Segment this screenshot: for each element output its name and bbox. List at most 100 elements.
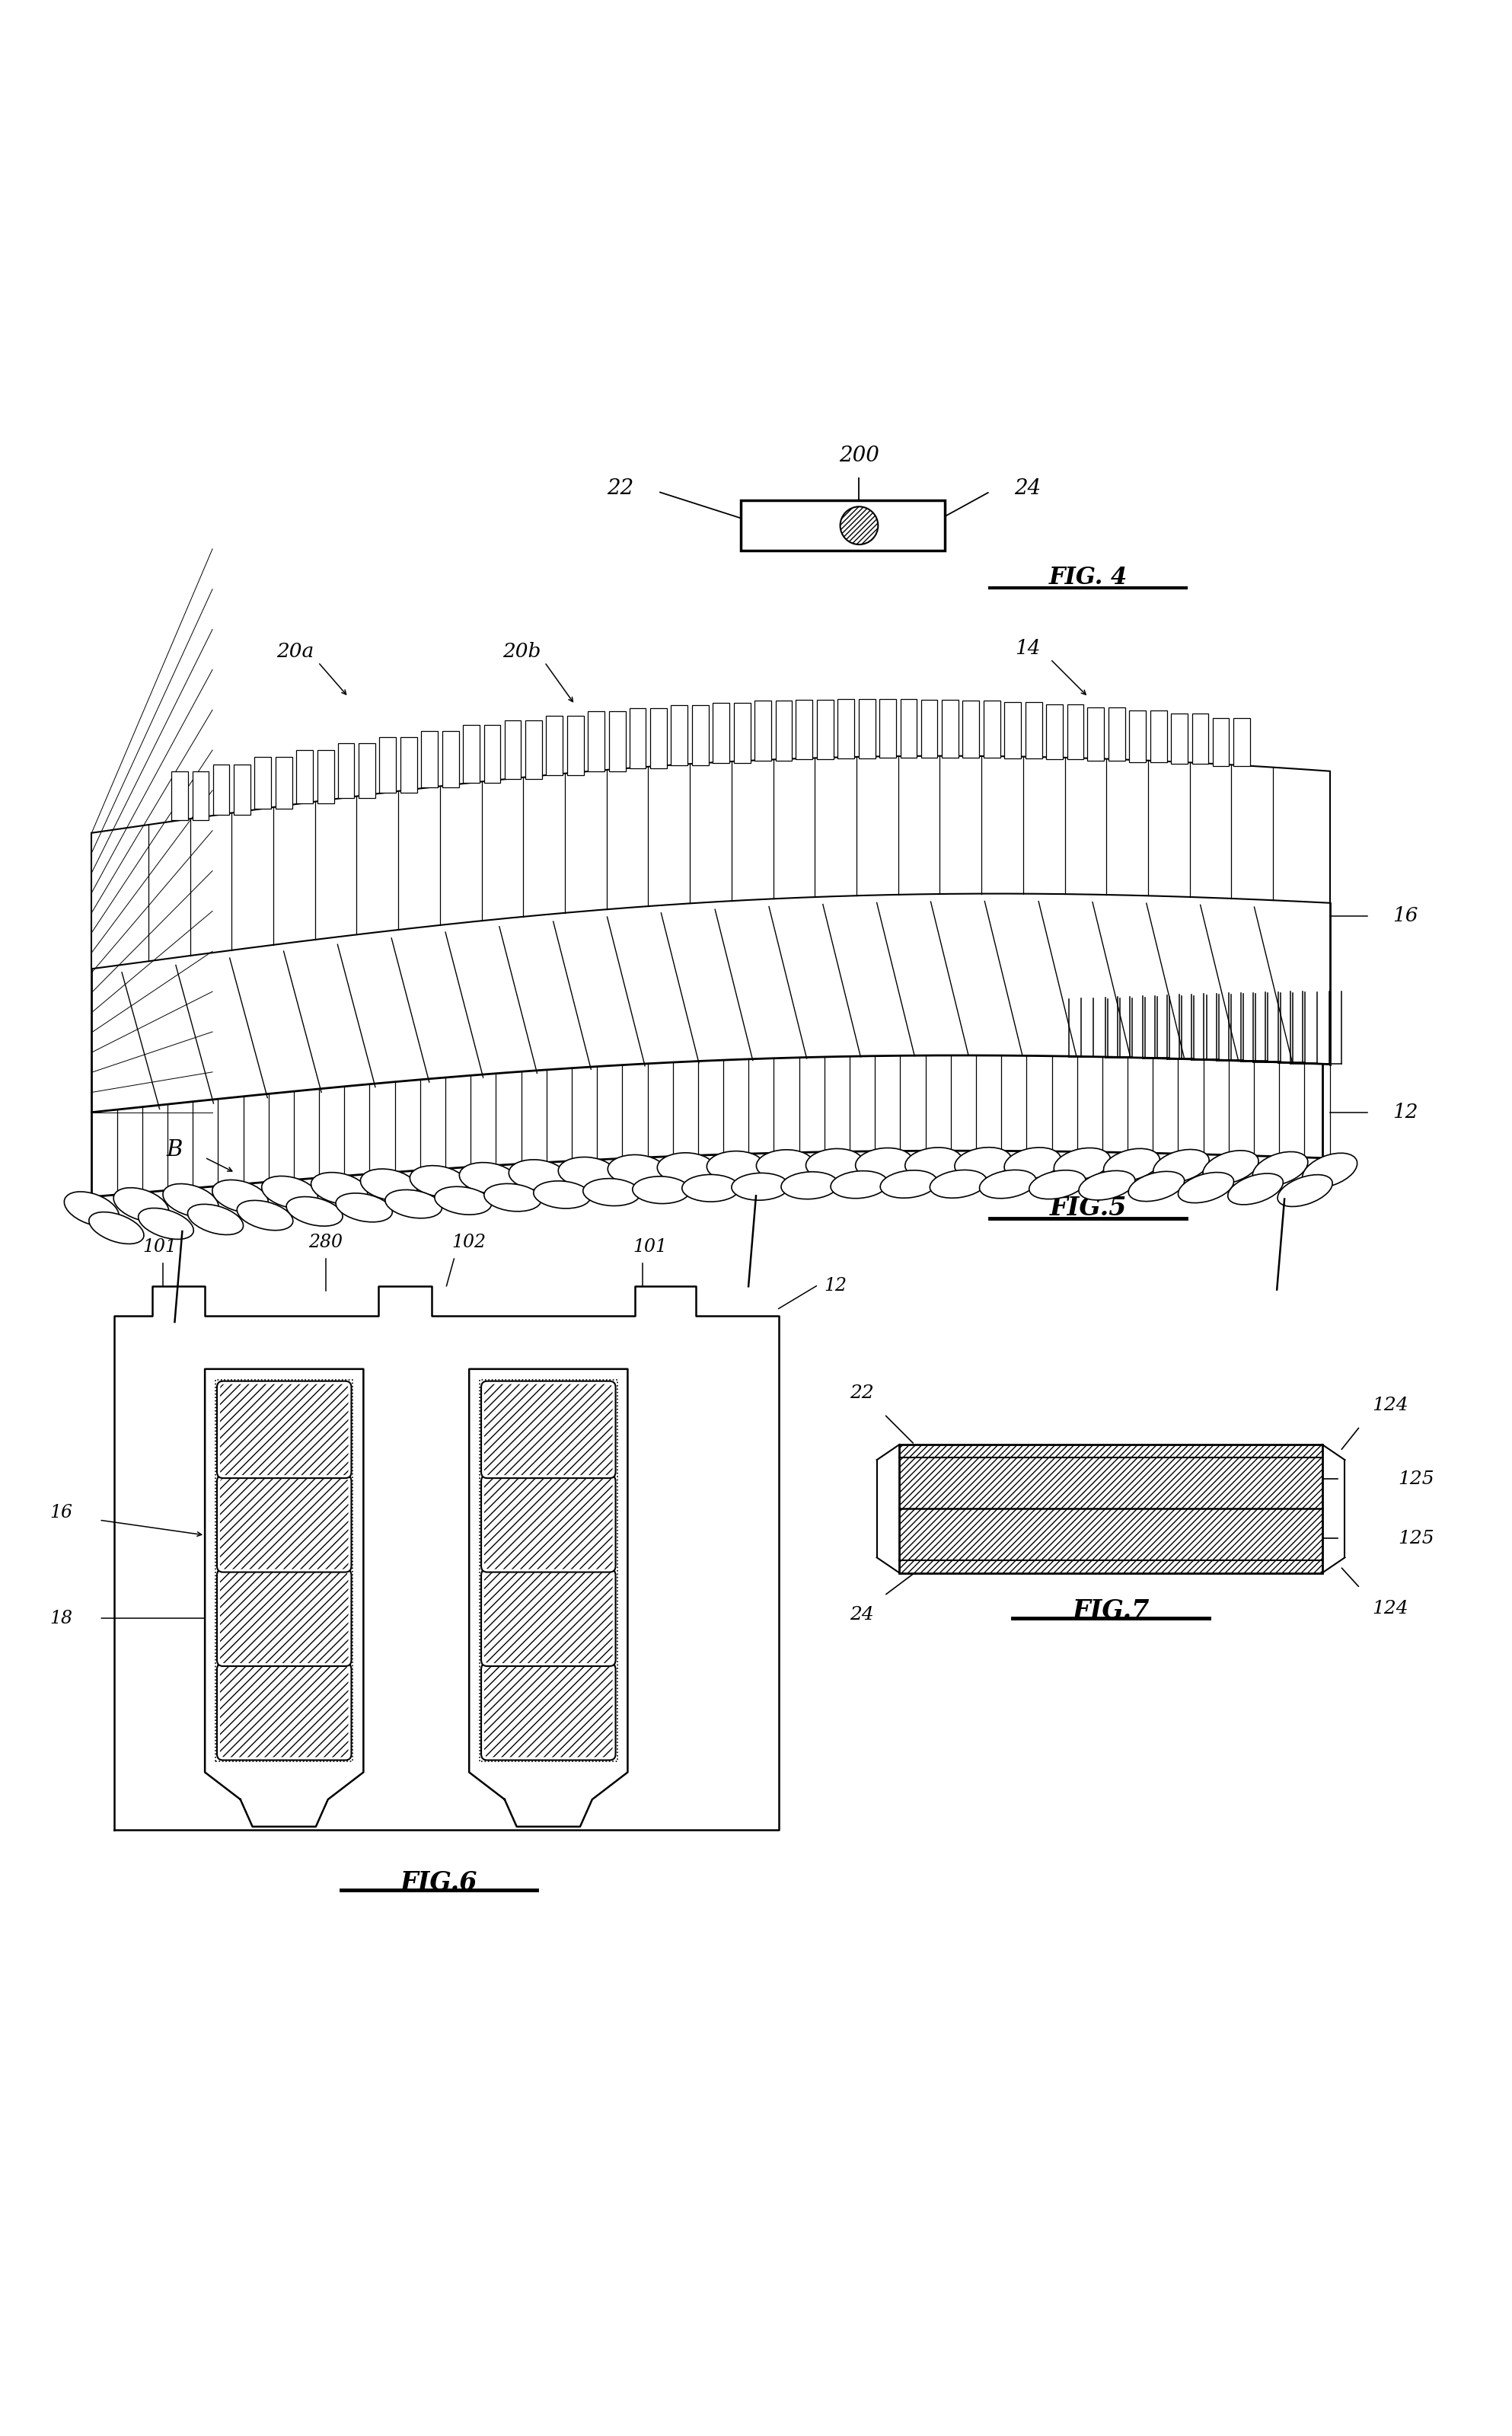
Ellipse shape xyxy=(880,1169,937,1199)
FancyBboxPatch shape xyxy=(776,702,792,760)
FancyBboxPatch shape xyxy=(754,702,771,760)
Bar xyxy=(900,1445,1321,1574)
FancyBboxPatch shape xyxy=(1067,704,1084,760)
Text: 124: 124 xyxy=(1371,1396,1408,1415)
FancyBboxPatch shape xyxy=(692,704,709,765)
Circle shape xyxy=(841,507,878,546)
Ellipse shape xyxy=(187,1203,243,1235)
Ellipse shape xyxy=(856,1147,913,1179)
FancyBboxPatch shape xyxy=(1025,702,1042,758)
Ellipse shape xyxy=(558,1157,615,1186)
FancyBboxPatch shape xyxy=(216,1381,351,1479)
Text: 20b: 20b xyxy=(503,643,541,660)
Ellipse shape xyxy=(386,1189,442,1218)
FancyBboxPatch shape xyxy=(420,731,437,787)
Text: FIG.7: FIG.7 xyxy=(1072,1598,1149,1625)
FancyBboxPatch shape xyxy=(216,1664,351,1761)
Text: 101: 101 xyxy=(634,1237,667,1255)
Text: 22: 22 xyxy=(850,1384,874,1403)
Ellipse shape xyxy=(1030,1169,1086,1199)
Ellipse shape xyxy=(584,1179,640,1206)
FancyBboxPatch shape xyxy=(859,699,875,758)
FancyBboxPatch shape xyxy=(505,721,522,780)
Ellipse shape xyxy=(608,1155,665,1184)
Polygon shape xyxy=(206,1369,363,1827)
Text: 24: 24 xyxy=(1015,477,1042,499)
Text: 125: 125 xyxy=(1397,1471,1433,1488)
Ellipse shape xyxy=(113,1189,169,1220)
FancyBboxPatch shape xyxy=(318,750,334,804)
Text: 125: 125 xyxy=(1397,1530,1433,1547)
FancyBboxPatch shape xyxy=(1151,711,1167,762)
FancyBboxPatch shape xyxy=(1234,719,1250,767)
FancyBboxPatch shape xyxy=(481,1664,615,1761)
Ellipse shape xyxy=(138,1208,194,1240)
Ellipse shape xyxy=(508,1160,565,1191)
Ellipse shape xyxy=(706,1152,764,1181)
Ellipse shape xyxy=(1154,1150,1210,1181)
Text: FIG.5: FIG.5 xyxy=(1049,1196,1126,1220)
FancyBboxPatch shape xyxy=(526,721,543,780)
FancyBboxPatch shape xyxy=(1213,719,1229,767)
Text: 20a: 20a xyxy=(277,643,314,660)
FancyBboxPatch shape xyxy=(921,699,937,758)
FancyBboxPatch shape xyxy=(629,709,646,767)
FancyBboxPatch shape xyxy=(942,699,959,758)
Ellipse shape xyxy=(1078,1172,1136,1201)
Ellipse shape xyxy=(360,1169,417,1201)
FancyBboxPatch shape xyxy=(880,699,897,758)
Ellipse shape xyxy=(1004,1147,1061,1179)
Text: 22: 22 xyxy=(606,477,634,499)
FancyBboxPatch shape xyxy=(213,765,230,814)
FancyBboxPatch shape xyxy=(1191,714,1208,765)
Text: FIG. 4: FIG. 4 xyxy=(1049,565,1128,590)
Text: 24: 24 xyxy=(850,1605,874,1625)
FancyBboxPatch shape xyxy=(481,1381,615,1479)
Polygon shape xyxy=(115,1286,779,1829)
FancyBboxPatch shape xyxy=(984,702,1001,758)
FancyBboxPatch shape xyxy=(650,709,667,767)
Text: 200: 200 xyxy=(839,446,880,465)
Text: 16: 16 xyxy=(1393,906,1418,926)
FancyBboxPatch shape xyxy=(733,702,750,762)
FancyBboxPatch shape xyxy=(171,772,187,821)
Ellipse shape xyxy=(658,1152,715,1184)
Ellipse shape xyxy=(1204,1150,1258,1184)
Ellipse shape xyxy=(534,1181,591,1208)
FancyBboxPatch shape xyxy=(337,743,354,797)
FancyBboxPatch shape xyxy=(234,765,251,814)
Ellipse shape xyxy=(262,1177,318,1208)
FancyBboxPatch shape xyxy=(588,711,605,772)
Ellipse shape xyxy=(1104,1147,1160,1181)
Text: 280: 280 xyxy=(308,1233,343,1252)
Ellipse shape xyxy=(1054,1147,1110,1179)
FancyBboxPatch shape xyxy=(484,726,500,782)
FancyBboxPatch shape xyxy=(1087,706,1104,760)
FancyBboxPatch shape xyxy=(481,1569,615,1666)
FancyBboxPatch shape xyxy=(380,738,396,792)
FancyBboxPatch shape xyxy=(254,758,271,809)
FancyBboxPatch shape xyxy=(358,743,375,797)
FancyBboxPatch shape xyxy=(546,716,562,775)
FancyBboxPatch shape xyxy=(963,702,980,758)
Ellipse shape xyxy=(1278,1174,1332,1206)
FancyBboxPatch shape xyxy=(609,711,626,772)
Ellipse shape xyxy=(484,1184,541,1211)
Ellipse shape xyxy=(732,1174,789,1201)
Text: 14: 14 xyxy=(1015,638,1040,658)
FancyBboxPatch shape xyxy=(192,772,209,821)
FancyBboxPatch shape xyxy=(795,699,812,760)
FancyBboxPatch shape xyxy=(275,758,292,809)
FancyBboxPatch shape xyxy=(216,1476,351,1571)
Ellipse shape xyxy=(632,1177,689,1203)
FancyBboxPatch shape xyxy=(401,738,417,792)
FancyBboxPatch shape xyxy=(481,1476,615,1571)
Ellipse shape xyxy=(1128,1172,1184,1201)
FancyBboxPatch shape xyxy=(901,699,916,758)
Ellipse shape xyxy=(212,1179,268,1213)
FancyBboxPatch shape xyxy=(463,726,479,782)
FancyBboxPatch shape xyxy=(712,702,729,762)
Text: B: B xyxy=(166,1140,183,1160)
Ellipse shape xyxy=(1228,1174,1284,1206)
Text: 16: 16 xyxy=(50,1503,73,1520)
